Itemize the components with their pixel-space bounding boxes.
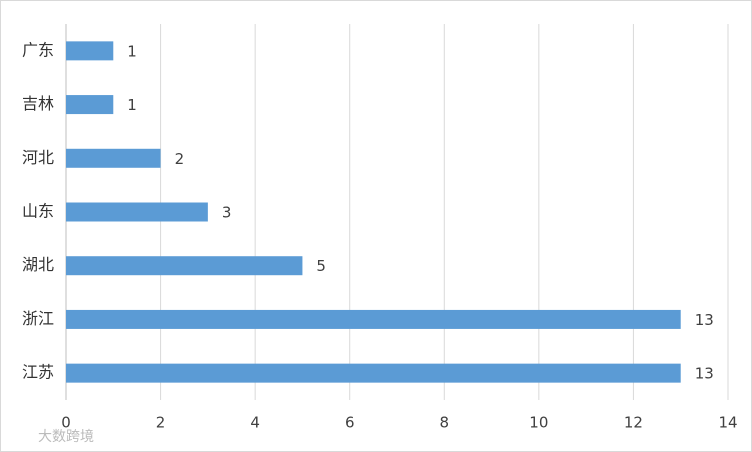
bar bbox=[66, 148, 161, 168]
watermark: 大数跨境 bbox=[38, 429, 94, 445]
data-label: 13 bbox=[695, 311, 714, 329]
bar bbox=[66, 309, 681, 329]
data-label: 3 bbox=[222, 204, 232, 222]
y-tick-label: 江苏 bbox=[22, 363, 54, 382]
x-tick-label: 14 bbox=[718, 414, 737, 432]
x-tick-label: 4 bbox=[250, 414, 260, 432]
y-tick-label: 河北 bbox=[22, 148, 54, 167]
x-tick-label: 0 bbox=[61, 414, 71, 432]
x-tick-label: 8 bbox=[440, 414, 450, 432]
bar bbox=[66, 256, 303, 276]
y-tick-label: 山东 bbox=[22, 202, 54, 221]
bar bbox=[66, 202, 208, 222]
x-tick-label: 12 bbox=[624, 414, 643, 432]
x-tick-label: 10 bbox=[529, 414, 548, 432]
data-label: 5 bbox=[316, 257, 326, 275]
x-tick-label: 6 bbox=[345, 414, 355, 432]
x-tick-label: 2 bbox=[156, 414, 166, 432]
data-label: 1 bbox=[127, 42, 137, 60]
bar bbox=[66, 363, 681, 383]
bar bbox=[66, 95, 114, 115]
data-label: 1 bbox=[127, 96, 137, 114]
bar bbox=[66, 41, 114, 61]
y-tick-label: 吉林 bbox=[22, 94, 54, 113]
y-tick-label: 广东 bbox=[22, 40, 54, 59]
y-tick-label: 浙江 bbox=[22, 309, 54, 328]
data-label: 13 bbox=[695, 365, 714, 383]
data-label: 2 bbox=[175, 150, 185, 168]
y-tick-label: 湖北 bbox=[22, 255, 54, 274]
